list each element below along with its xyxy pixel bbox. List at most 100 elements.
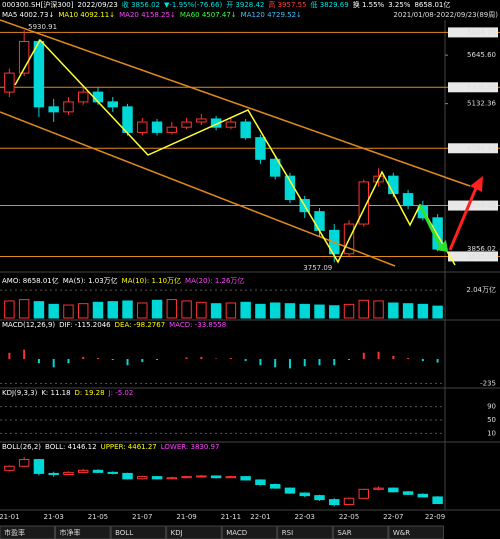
arrow xyxy=(418,204,444,251)
tab[interactable]: RSI xyxy=(277,525,333,539)
tab-bg xyxy=(221,525,278,539)
candle-body xyxy=(255,479,266,486)
header-item: MA(10): 1.10万亿 xyxy=(122,276,181,285)
tab-bg xyxy=(332,525,389,539)
volume-bar xyxy=(299,303,310,319)
tab[interactable]: 市净率 xyxy=(55,525,111,539)
candle-body xyxy=(92,91,104,103)
level-label-box xyxy=(448,82,498,93)
volume-bar xyxy=(63,304,74,319)
candle-body xyxy=(4,72,15,93)
header-item: MACD: -33.8558 xyxy=(169,321,226,329)
header-item: 低 3829.69 xyxy=(311,0,349,9)
volume-bar xyxy=(225,302,237,319)
candle-body xyxy=(373,487,384,490)
header-item: MA10 4092.11↓ xyxy=(58,11,115,19)
channel-line xyxy=(0,19,471,187)
candle-body xyxy=(107,101,118,108)
candle-body xyxy=(314,495,325,501)
candle-body xyxy=(417,493,429,498)
y-tick-label: 5645.60 xyxy=(467,51,496,59)
tab[interactable]: MACD xyxy=(221,525,278,539)
candle-body xyxy=(77,469,89,473)
level-label: 4700.94 xyxy=(467,144,496,152)
tab[interactable]: 市盈率 xyxy=(0,525,56,539)
tab-label[interactable]: KDJ xyxy=(171,529,183,537)
candle-body xyxy=(388,487,399,493)
tab[interactable]: KDJ xyxy=(166,525,222,539)
header-item: 3.25% xyxy=(388,1,411,9)
header-item: MA20 4158.25↓ xyxy=(119,11,176,19)
candle-body xyxy=(343,497,355,506)
y-tick-label: 2.04万亿 xyxy=(466,285,496,294)
arrow-head xyxy=(436,240,448,252)
volume-bar xyxy=(151,299,163,319)
date-range: 2021/01/08-2022/09/23(89周) xyxy=(393,11,498,19)
header-item: MACD(12,26,9) xyxy=(2,321,55,329)
header-item: 2022/09/23 xyxy=(77,1,117,9)
candle-body xyxy=(225,121,237,128)
tab-label[interactable]: 市盈率 xyxy=(4,528,25,537)
tab-label[interactable]: W&R xyxy=(393,529,410,537)
candle-body xyxy=(166,126,178,133)
candle-body xyxy=(18,40,30,74)
header-item: MA(5): 1.03万亿 xyxy=(63,276,118,285)
tab-label[interactable]: BOLL xyxy=(115,529,133,537)
level-label-box xyxy=(448,251,498,262)
x-tick-label: 22-07 xyxy=(383,513,403,521)
volume-bar xyxy=(107,301,118,319)
candle-body xyxy=(166,477,178,480)
volume-bar xyxy=(343,303,355,319)
volume-bar xyxy=(240,301,251,319)
candle-body xyxy=(210,475,222,479)
x-tick-label: 21-07 xyxy=(132,513,152,521)
tab-label[interactable]: 市净率 xyxy=(60,528,81,537)
header-item: 开 3928.42 xyxy=(226,1,264,9)
candle-body xyxy=(240,121,251,139)
x-tick-label: 22-05 xyxy=(339,513,359,521)
candle-body xyxy=(181,476,192,479)
trend-zigzag xyxy=(14,38,456,266)
volume-bar xyxy=(284,303,296,319)
header-item: 高 3957.55 xyxy=(268,0,306,9)
volume-bar xyxy=(77,303,89,319)
volume-bar xyxy=(166,299,178,319)
y-tick-label: -235 xyxy=(480,379,496,387)
candle-body xyxy=(107,471,118,474)
candle-body xyxy=(48,106,59,113)
tab-bg xyxy=(0,525,56,539)
candle-body xyxy=(299,492,310,497)
candle-body xyxy=(432,496,443,505)
candle-body xyxy=(137,476,148,480)
tab-label[interactable]: SAR xyxy=(337,529,351,537)
volume-bar xyxy=(18,299,30,319)
candle-body xyxy=(18,459,30,467)
candle-body xyxy=(210,118,222,128)
tab[interactable]: BOLL xyxy=(110,525,167,539)
tab-label[interactable]: RSI xyxy=(282,529,293,537)
tab-bg xyxy=(110,525,167,539)
volume-bar xyxy=(402,303,414,319)
candle-body xyxy=(402,491,414,495)
tab[interactable]: SAR xyxy=(332,525,389,539)
header-item: MA5 4002.73↓ xyxy=(2,11,54,19)
candle-body xyxy=(4,465,15,471)
arrow xyxy=(448,187,478,251)
tab[interactable]: W&R xyxy=(388,525,444,539)
candle-body xyxy=(402,193,414,207)
header-item: 8658.01亿 xyxy=(414,0,450,9)
volume-bar xyxy=(329,305,340,319)
header-item: J: -5.02 xyxy=(108,389,134,397)
level-label: 5904.19 xyxy=(467,28,496,36)
volume-bar xyxy=(196,301,207,319)
tab-bg xyxy=(277,525,333,539)
volume-bar xyxy=(269,302,281,319)
annotation: 3757.09 xyxy=(303,264,332,272)
tab-label[interactable]: MACD xyxy=(226,529,247,537)
header-row: MACD(12,26,9) DIF: -115.2046 DEA: -98.2767… xyxy=(2,321,226,329)
candle-body xyxy=(151,121,163,133)
header-item: 换 1.55% xyxy=(353,0,385,9)
x-tick-label: 21-03 xyxy=(44,513,64,521)
